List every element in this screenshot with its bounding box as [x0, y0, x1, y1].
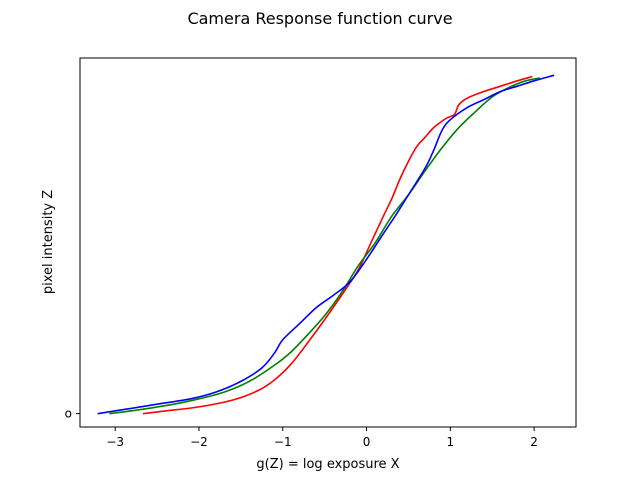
- x-axis-ticks: −3 −2 −1 0 1 2: [106, 427, 538, 449]
- y-tick-label: o: [65, 407, 72, 421]
- chart-title: Camera Response function curve: [187, 9, 452, 28]
- series-line-3: [97, 74, 555, 415]
- x-tick-label: −3: [106, 435, 124, 449]
- series-line-2: [109, 77, 541, 415]
- y-axis-ticks: o: [65, 407, 80, 421]
- series-layer: [97, 74, 555, 415]
- x-axis-label: g(Z) = log exposure X: [256, 457, 399, 472]
- x-tick-label: 0: [363, 435, 371, 449]
- plot-area-frame: [79, 57, 577, 428]
- x-tick-label: 2: [530, 435, 538, 449]
- x-tick-label: −2: [190, 435, 208, 449]
- series-line-1: [142, 75, 533, 415]
- y-axis-label: pixel intensity Z: [41, 190, 56, 294]
- x-tick-label: 1: [447, 435, 455, 449]
- x-tick-label: −1: [274, 435, 292, 449]
